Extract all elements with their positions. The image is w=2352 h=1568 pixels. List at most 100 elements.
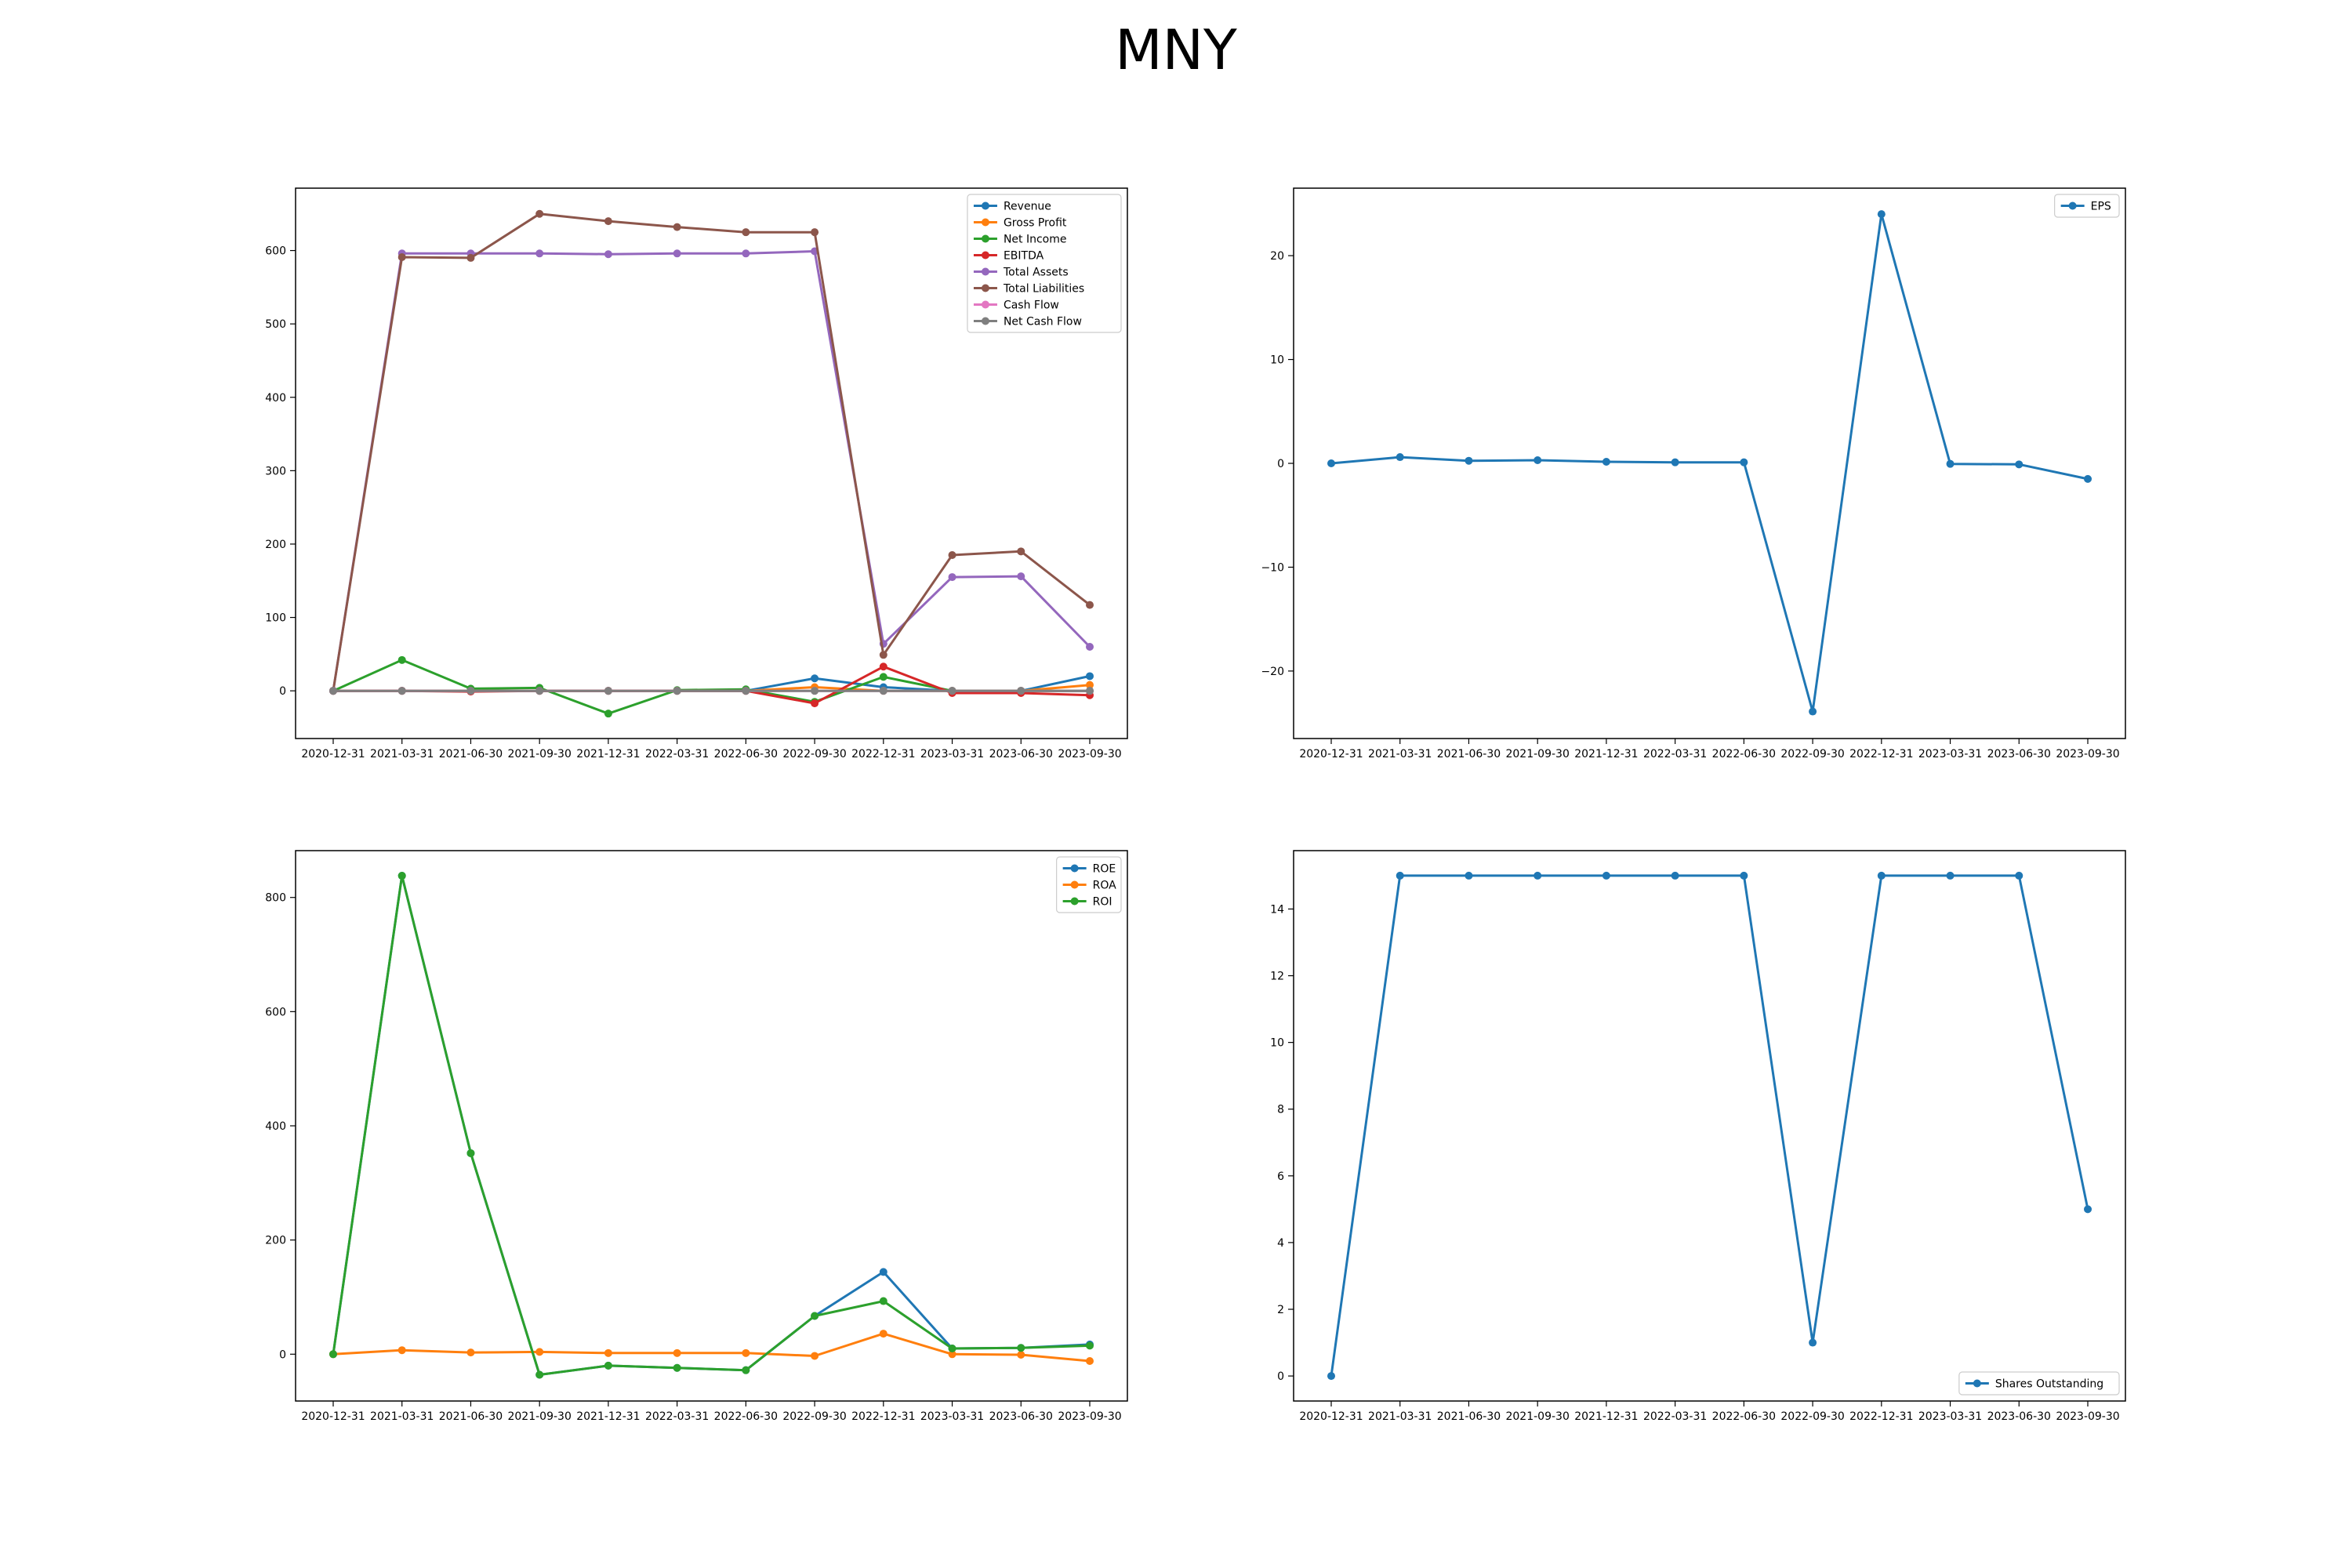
data-point (535, 249, 544, 258)
data-point (397, 872, 406, 880)
data-point (1017, 1344, 1025, 1352)
y-tick-label: 10 (1270, 1037, 1284, 1050)
data-point (1086, 1341, 1094, 1350)
x-tick-label: 2021-12-31 (1574, 748, 1638, 760)
page-title: MNY (1115, 18, 1237, 82)
x-tick-label: 2022-03-31 (1643, 748, 1707, 760)
x-tick-label: 2021-06-30 (1437, 748, 1501, 760)
eps-chart: −20 −10 0 10 20 2020-12-31 2021-03-31 2021-06-3… (1261, 187, 2126, 760)
series-line (332, 1332, 1091, 1363)
data-point (948, 687, 956, 695)
data-point (1946, 459, 1955, 468)
data-point (673, 1363, 681, 1372)
x-tick-label: 2022-03-31 (645, 1410, 709, 1423)
data-point (1086, 601, 1094, 609)
x-tick-label: 2021-03-31 (1368, 1410, 1432, 1423)
series-net-cash-flow (329, 687, 1094, 695)
data-point (742, 228, 750, 237)
data-point (604, 217, 612, 226)
legend: Revenue Gross Profit Net Income EBITDA Total… (967, 194, 1122, 333)
series-line (332, 250, 1091, 691)
data-point (1602, 871, 1610, 880)
x-tick-label: 2022-12-31 (1849, 1410, 1913, 1423)
data-point (1671, 458, 1679, 466)
y-tick-label: 8 (1277, 1104, 1284, 1116)
data-point (397, 655, 406, 664)
x-tick-label: 2021-12-31 (1574, 1410, 1638, 1423)
data-point (2015, 871, 2024, 880)
legend-label: Shares Outstanding (1995, 1378, 2103, 1391)
data-point (673, 249, 681, 258)
x-tick-label: 2021-03-31 (370, 1410, 434, 1423)
data-point (1671, 871, 1679, 880)
series-line (332, 874, 1091, 1376)
legend-label: ROA (1093, 880, 1117, 892)
x-tick-label: 2021-09-30 (1505, 1410, 1569, 1423)
data-point (1086, 687, 1094, 695)
legend-marker (981, 284, 989, 292)
series-roi (329, 872, 1094, 1379)
data-point (673, 687, 681, 695)
data-point (397, 1346, 406, 1355)
x-tick-label: 2023-03-31 (1918, 1410, 1982, 1423)
series-eps (1327, 210, 2092, 716)
data-point (1946, 871, 1955, 880)
legend-marker (981, 251, 989, 260)
data-point (811, 699, 819, 708)
y-tick-label: 600 (265, 245, 286, 258)
legend-label: Total Liabilities (1003, 283, 1084, 296)
y-tick-label: 100 (265, 612, 286, 625)
y-tick-label: 300 (265, 465, 286, 477)
x-tick-label: 2023-03-31 (920, 748, 984, 760)
data-point (948, 1345, 956, 1353)
x-tick-label: 2020-12-31 (301, 748, 365, 760)
series-line (332, 874, 1091, 1376)
x-tick-label: 2023-09-30 (1058, 1410, 1121, 1423)
data-point (1740, 458, 1748, 466)
series-roe (329, 872, 1094, 1379)
legend-label: EPS (2091, 201, 2111, 213)
data-point (742, 1348, 750, 1357)
data-point (948, 1350, 956, 1359)
data-point (879, 687, 887, 695)
x-tick-label: 2023-06-30 (1987, 748, 2051, 760)
legend-marker (1070, 897, 1079, 906)
data-point (879, 1330, 887, 1338)
data-point (1465, 871, 1473, 880)
data-point (1809, 1338, 1817, 1347)
x-tick-label: 2021-03-31 (1368, 748, 1432, 760)
data-point (811, 228, 819, 237)
data-point (879, 673, 887, 681)
data-point (673, 1348, 681, 1357)
data-point (1327, 1372, 1335, 1381)
data-point (604, 687, 612, 695)
legend-marker (981, 267, 989, 276)
legend-marker (981, 201, 989, 210)
y-tick-label: 12 (1270, 971, 1284, 983)
y-tick-label: 2 (1277, 1304, 1284, 1316)
series-ebitda (329, 662, 1094, 708)
x-tick-label: 2023-03-31 (1918, 748, 1982, 760)
x-tick-label: 2020-12-31 (1299, 1410, 1363, 1423)
data-point (1396, 453, 1404, 462)
data-point (1877, 210, 1886, 219)
data-point (535, 209, 544, 218)
data-point (879, 1268, 887, 1276)
data-point (2084, 474, 2092, 483)
y-tick-label: 0 (279, 1348, 286, 1361)
axes-frame (295, 187, 1128, 739)
y-tick-label: 200 (265, 1235, 286, 1247)
data-point (329, 687, 337, 695)
x-tick-label: 2023-09-30 (1058, 748, 1121, 760)
data-point (1327, 459, 1335, 467)
legend-label: Revenue (1004, 201, 1051, 213)
series-shares-outstanding (1327, 871, 2092, 1381)
legend-marker (981, 218, 989, 227)
y-tick-label: 800 (265, 892, 286, 905)
legend-label: EBITDA (1004, 250, 1044, 263)
data-point (2015, 460, 2024, 469)
data-point (1534, 456, 1542, 465)
data-point (1086, 681, 1094, 689)
returns-chart: 0 200 400 600 800 2020-12-31 2021-03-31 2021-06… (265, 850, 1128, 1423)
x-tick-label: 2022-09-30 (1780, 748, 1844, 760)
